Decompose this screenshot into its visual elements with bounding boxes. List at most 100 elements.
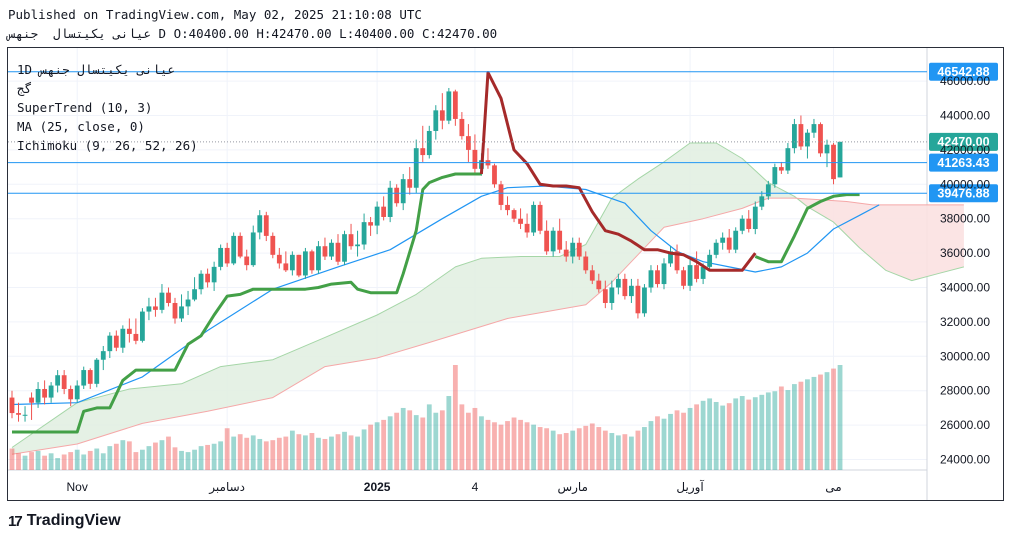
volume-bar [426,404,432,470]
candle-body [100,351,106,360]
candle-body [668,251,673,264]
candle-body [244,256,250,266]
candle-body [466,136,471,150]
candle-body [81,370,87,386]
candle-body [61,375,67,389]
candle-body [439,110,445,121]
candle-body [276,254,282,264]
volume-bar [492,422,497,470]
volume-bar [29,452,34,470]
volume-bar [759,394,765,470]
volume-bar [283,436,289,470]
candle-body [296,254,302,276]
volume-bar [563,433,569,470]
legend-ma[interactable]: MA (25, close, 0) [17,119,145,134]
volume-bar [407,410,413,470]
candle-body [381,206,387,217]
candle-body [374,206,380,226]
volume-bar [394,412,400,470]
volume-bar [498,424,504,470]
price-label-bg [929,153,998,172]
ichimoku-cloud-area [12,143,798,455]
volume-bar [250,435,256,470]
legend-ichimoku[interactable]: Ichimoku (9, 26, 52, 26) [17,138,198,153]
tradingview-logo[interactable]: 17 TradingView [8,512,121,530]
volume-bar [224,428,230,470]
volume-bar [772,391,778,470]
volume-bar [205,444,210,470]
candle-body [544,230,550,252]
candle-body [792,124,797,149]
x-tick-label: مى [825,480,841,494]
legend-exchange: گج [17,81,33,96]
candle-body [270,235,276,255]
volume-bar [479,416,484,470]
candle-body [576,242,582,257]
volume-bar [511,417,517,470]
candle-body [563,249,569,257]
candle-body [733,230,739,250]
candle-body [746,218,752,230]
candle-body [622,278,628,297]
candle-body [785,148,791,171]
candle-body [387,187,393,217]
volume-bar [381,419,387,470]
volume-bar [837,365,843,470]
supertrend-down-line [479,71,757,272]
chart-frame[interactable] [7,47,1004,501]
candle-body [531,204,536,233]
candle-body [518,218,523,224]
x-tick-label: آوریل [676,479,704,495]
candle-body [413,148,419,188]
volume-bar [420,417,426,470]
volume-bar [87,450,93,470]
volume-bar [635,430,641,470]
volume-bar [818,374,823,470]
candle-body [42,388,47,398]
volume-bar [42,455,47,470]
volume-bar [289,430,295,470]
candle-body [394,187,400,204]
volume-bar [342,431,347,470]
volume-bar [576,428,582,470]
candle-body [720,237,726,243]
volume-bar [596,427,602,470]
candle-body [133,333,139,341]
interval-name: جنهس [8,26,39,41]
volume-bar [674,410,680,470]
candle-body [570,242,576,257]
volume-bar [303,435,308,470]
candle-body [596,280,602,290]
candle-body [824,144,830,154]
candle-body [798,124,804,147]
candle-body [48,385,54,398]
candle-body [205,273,210,283]
moving-average-line [11,185,880,406]
legend-supertrend[interactable]: SuperTrend (10, 3) [17,100,153,115]
candle-body [765,184,771,197]
volume-bar [472,407,478,470]
candle-body [615,278,621,288]
candle-body [74,385,80,400]
volume-bar [811,376,817,470]
candle-body [420,148,426,156]
candle-body [772,167,778,185]
volume-bar [713,401,719,470]
volume-bar [400,407,406,470]
volume-bar [153,442,158,470]
candle-body [583,256,589,271]
volume-bar [602,430,608,470]
candle-body [648,270,654,288]
candle-body [172,302,178,319]
candle-body [492,165,497,185]
volume-bar [185,452,191,470]
volume-bar [642,427,647,470]
candle-body [674,251,680,271]
candle-body [629,285,634,297]
volume-bar [361,429,367,470]
volume-bar [524,422,530,470]
y-tick-label: 34000.00 [940,281,990,295]
price-label-bg [929,132,998,151]
symbol-ohlc-header: عيانى يكيتسال جنهس D O:40400.00 H:42470.… [8,26,497,41]
